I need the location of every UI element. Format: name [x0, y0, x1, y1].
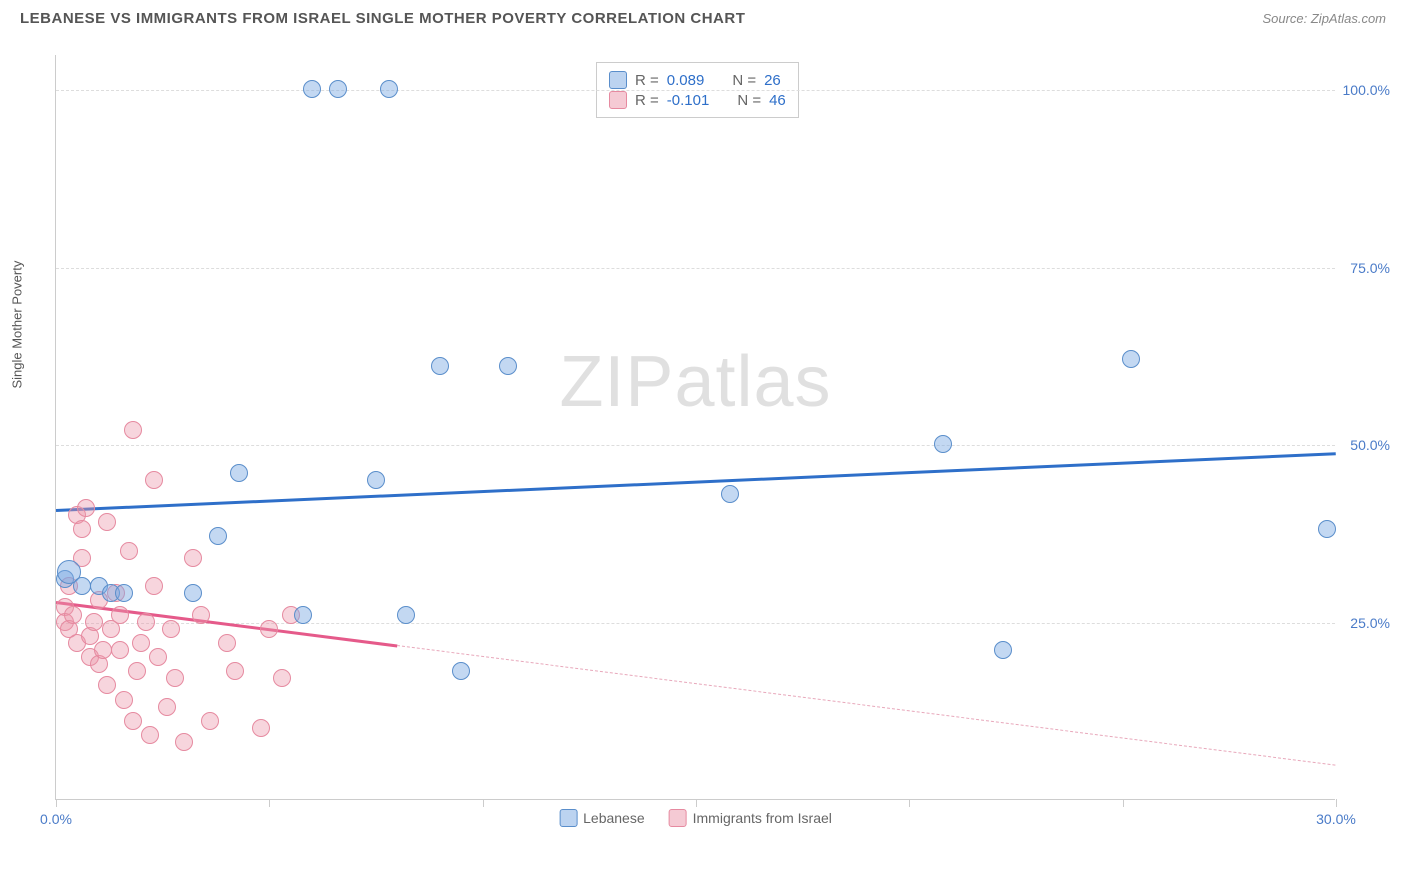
y-tick-label: 75.0%: [1350, 260, 1390, 276]
data-point: [111, 606, 129, 624]
data-point: [98, 513, 116, 531]
legend-r-value: 0.089: [667, 72, 705, 89]
data-point: [85, 613, 103, 631]
chart-container: Single Mother Poverty ZIPatlas R = 0.089…: [45, 55, 1365, 835]
y-tick-label: 100.0%: [1343, 82, 1390, 98]
y-axis-title: Single Mother Poverty: [10, 261, 25, 389]
legend-swatch: [669, 809, 687, 827]
legend-n-label: N =: [732, 72, 756, 89]
data-point: [94, 641, 112, 659]
data-point: [252, 719, 270, 737]
data-point: [367, 471, 385, 489]
data-point: [120, 542, 138, 560]
plot-area: ZIPatlas R = 0.089 N = 26 R = -0.101 N = 46…: [55, 55, 1335, 800]
x-tick-label: 0.0%: [40, 811, 72, 827]
data-point: [218, 634, 236, 652]
data-point: [132, 634, 150, 652]
legend-item: Lebanese: [559, 809, 645, 827]
x-tick: [1123, 799, 1124, 807]
legend-n-label: N =: [737, 92, 761, 109]
x-tick-label: 30.0%: [1316, 811, 1356, 827]
legend-r-label: R =: [635, 72, 659, 89]
data-point: [115, 584, 133, 602]
data-point: [162, 620, 180, 638]
data-point: [721, 485, 739, 503]
data-point: [226, 662, 244, 680]
grid-line: [56, 623, 1335, 624]
legend-swatch: [609, 71, 627, 89]
data-point: [184, 584, 202, 602]
data-point: [934, 435, 952, 453]
x-tick: [483, 799, 484, 807]
data-point: [77, 499, 95, 517]
y-tick-label: 25.0%: [1350, 615, 1390, 631]
data-point: [260, 620, 278, 638]
legend-label: Lebanese: [583, 810, 645, 826]
data-point: [149, 648, 167, 666]
watermark: ZIPatlas: [559, 341, 831, 423]
data-point: [166, 669, 184, 687]
source-attribution: Source: ZipAtlas.com: [1262, 11, 1386, 26]
data-point: [380, 80, 398, 98]
data-point: [273, 669, 291, 687]
legend-row: R = -0.101 N = 46: [609, 91, 786, 109]
legend-n-value: 26: [764, 72, 781, 89]
data-point: [192, 606, 210, 624]
grid-line: [56, 445, 1335, 446]
data-point: [452, 662, 470, 680]
legend-row: R = 0.089 N = 26: [609, 71, 786, 89]
data-point: [73, 577, 91, 595]
data-point: [230, 464, 248, 482]
data-point: [175, 733, 193, 751]
data-point: [329, 80, 347, 98]
data-point: [141, 726, 159, 744]
trend-line: [397, 645, 1336, 766]
data-point: [499, 357, 517, 375]
legend-n-value: 46: [769, 92, 786, 109]
legend-swatch: [559, 809, 577, 827]
legend-r-value: -0.101: [667, 92, 710, 109]
x-tick: [56, 799, 57, 807]
data-point: [1122, 350, 1140, 368]
legend-label: Immigrants from Israel: [693, 810, 832, 826]
data-point: [111, 641, 129, 659]
x-tick: [909, 799, 910, 807]
x-tick: [1336, 799, 1337, 807]
legend-swatch: [609, 91, 627, 109]
data-point: [994, 641, 1012, 659]
data-point: [397, 606, 415, 624]
grid-line: [56, 268, 1335, 269]
legend-item: Immigrants from Israel: [669, 809, 832, 827]
chart-title: LEBANESE VS IMMIGRANTS FROM ISRAEL SINGL…: [20, 10, 745, 27]
legend-r-label: R =: [635, 92, 659, 109]
x-tick: [696, 799, 697, 807]
y-tick-label: 50.0%: [1350, 437, 1390, 453]
data-point: [124, 421, 142, 439]
data-point: [64, 606, 82, 624]
data-point: [1318, 520, 1336, 538]
data-point: [145, 471, 163, 489]
data-point: [303, 80, 321, 98]
data-point: [124, 712, 142, 730]
series-legend: Lebanese Immigrants from Israel: [559, 809, 832, 827]
data-point: [158, 698, 176, 716]
data-point: [128, 662, 146, 680]
data-point: [98, 676, 116, 694]
trend-line: [56, 452, 1336, 512]
data-point: [145, 577, 163, 595]
data-point: [73, 520, 91, 538]
data-point: [294, 606, 312, 624]
data-point: [184, 549, 202, 567]
x-tick: [269, 799, 270, 807]
data-point: [209, 527, 227, 545]
data-point: [115, 691, 133, 709]
data-point: [137, 613, 155, 631]
grid-line: [56, 90, 1335, 91]
data-point: [431, 357, 449, 375]
data-point: [201, 712, 219, 730]
